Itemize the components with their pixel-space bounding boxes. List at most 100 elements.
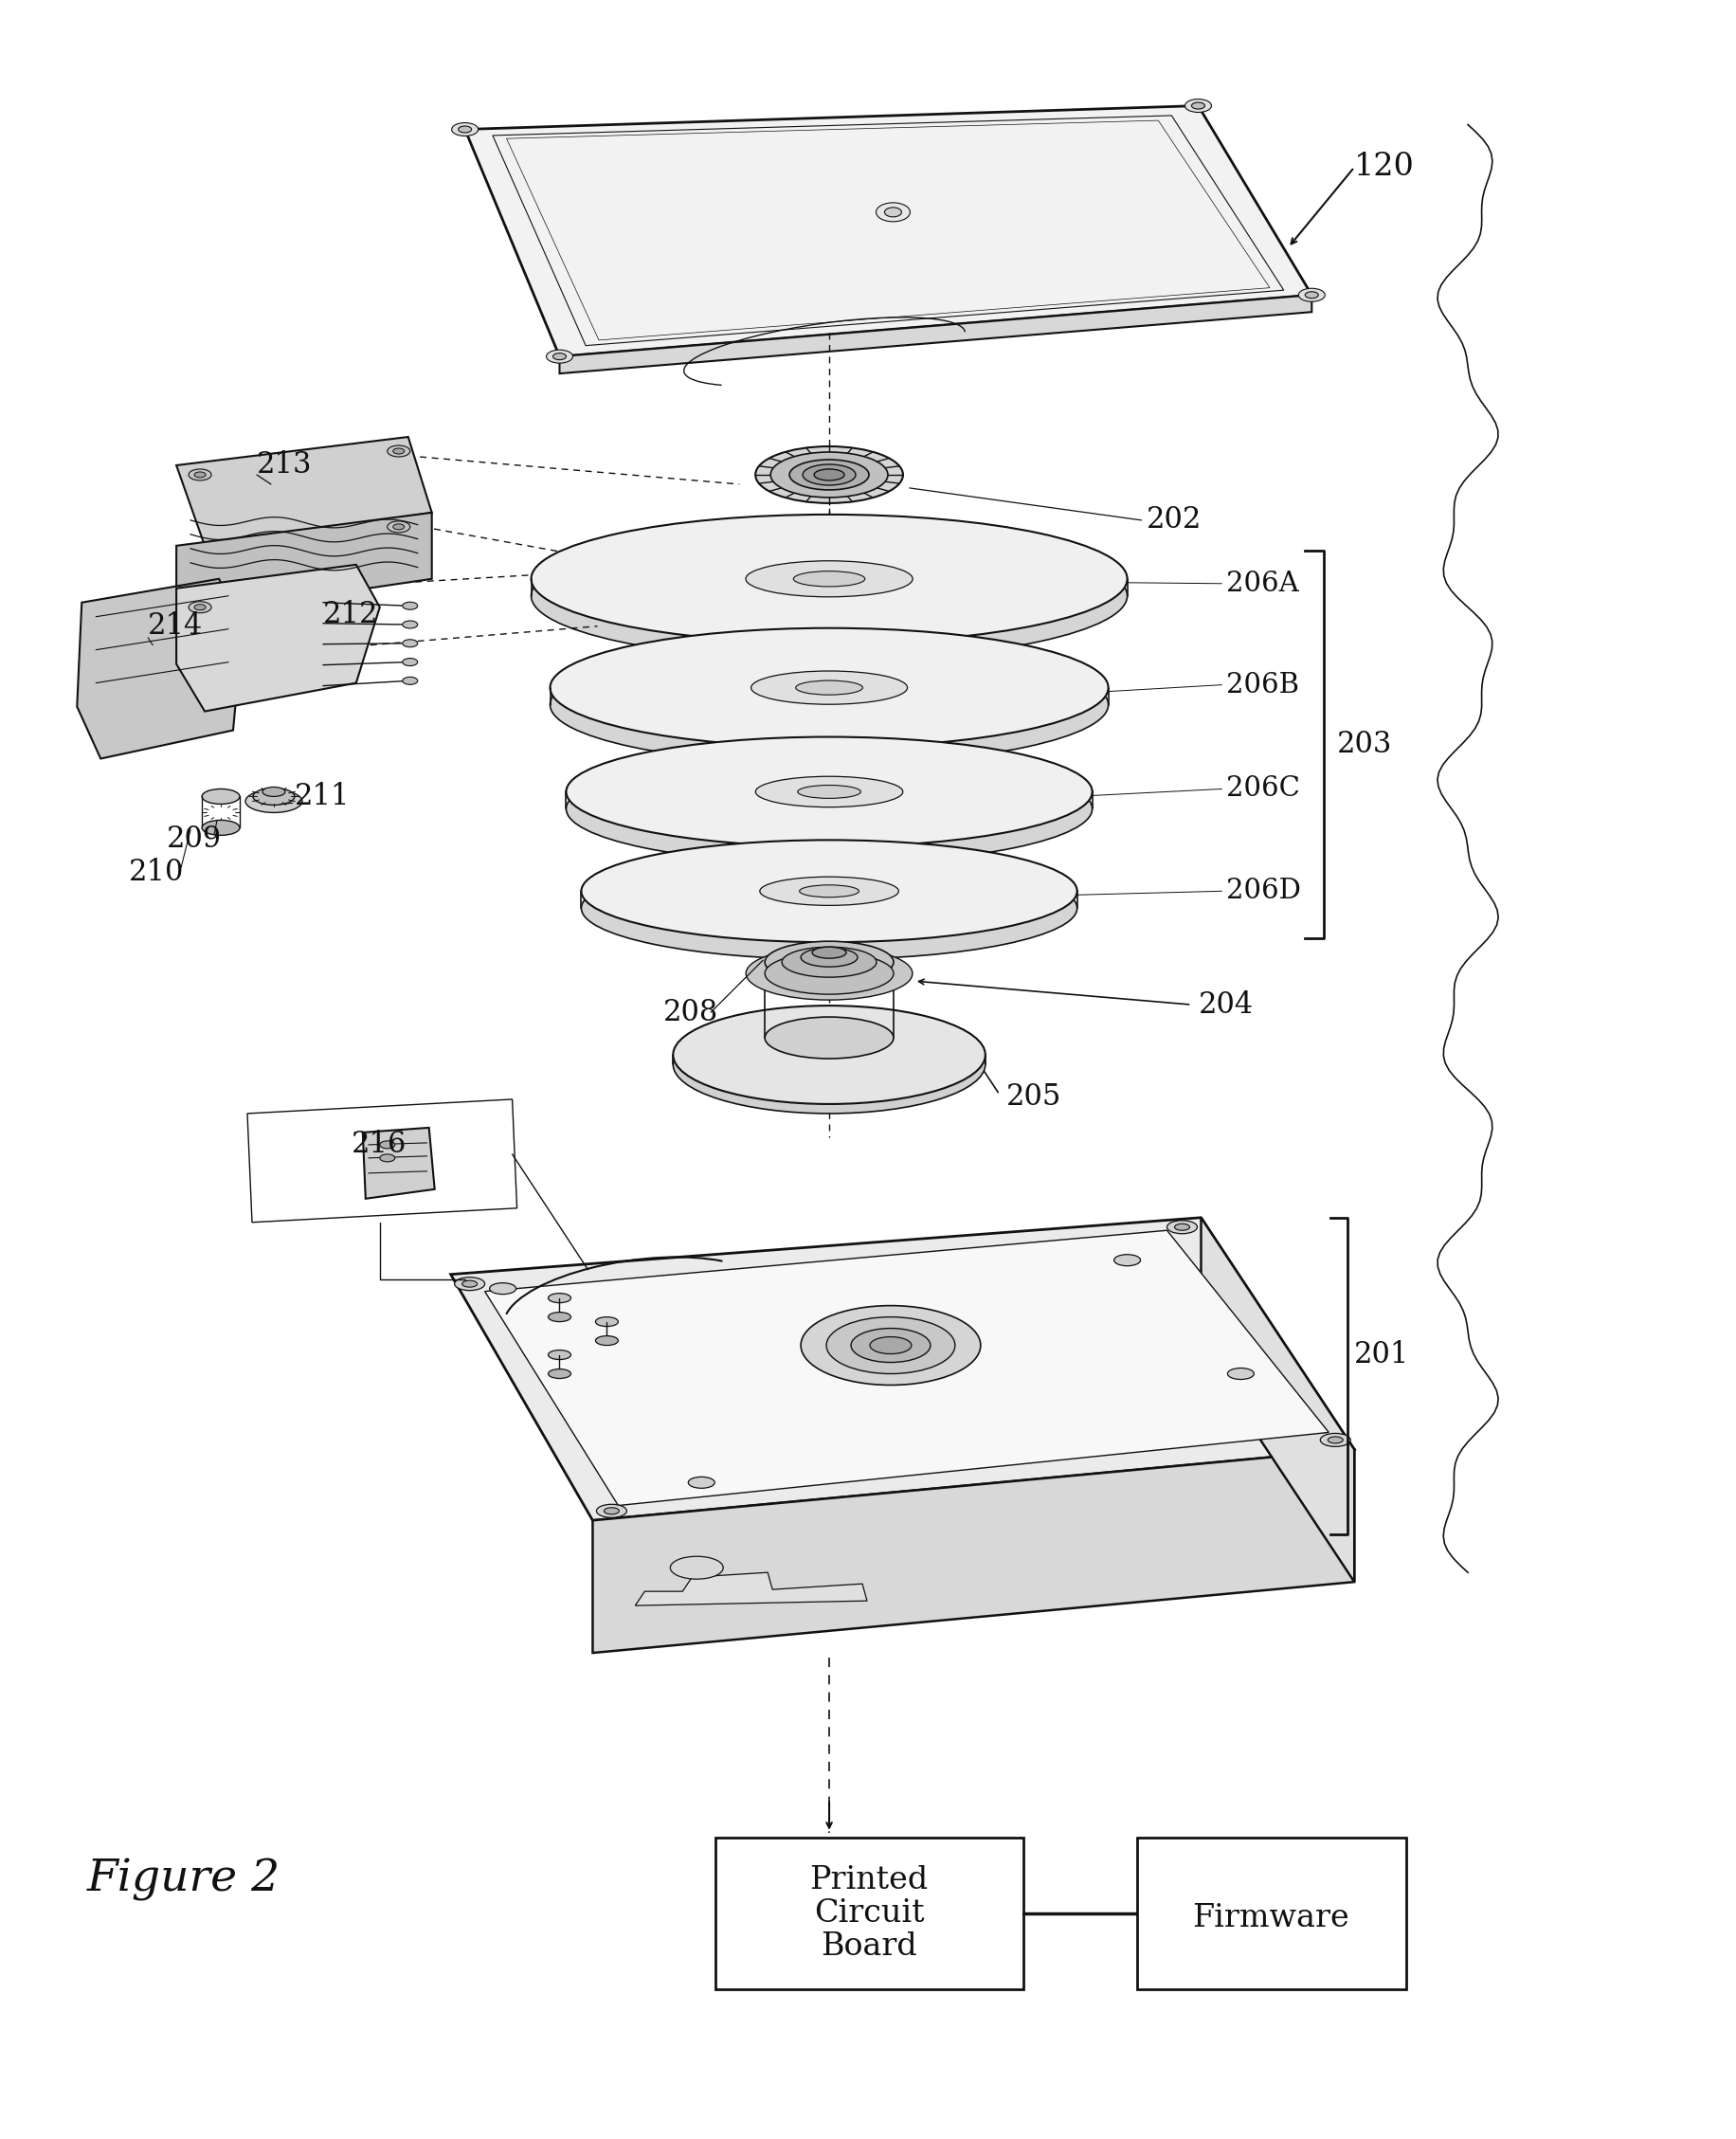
Ellipse shape bbox=[795, 680, 863, 695]
Polygon shape bbox=[559, 295, 1311, 374]
Ellipse shape bbox=[875, 203, 910, 222]
Ellipse shape bbox=[392, 524, 404, 530]
Polygon shape bbox=[177, 565, 380, 712]
Ellipse shape bbox=[550, 629, 1108, 747]
Text: 216: 216 bbox=[351, 1129, 406, 1159]
Ellipse shape bbox=[387, 445, 410, 458]
Ellipse shape bbox=[194, 605, 205, 610]
Polygon shape bbox=[1200, 1217, 1354, 1583]
Text: 203: 203 bbox=[1337, 729, 1392, 759]
Ellipse shape bbox=[451, 122, 477, 137]
Ellipse shape bbox=[674, 1016, 984, 1114]
Ellipse shape bbox=[1184, 98, 1210, 113]
Ellipse shape bbox=[802, 464, 856, 486]
Ellipse shape bbox=[549, 1311, 571, 1322]
Ellipse shape bbox=[812, 948, 845, 958]
Ellipse shape bbox=[771, 451, 887, 498]
Ellipse shape bbox=[531, 530, 1127, 661]
Text: Printed: Printed bbox=[809, 1865, 927, 1895]
Ellipse shape bbox=[750, 672, 906, 704]
Text: 214: 214 bbox=[148, 612, 203, 642]
Text: 206B: 206B bbox=[1226, 672, 1299, 697]
Text: 202: 202 bbox=[1146, 505, 1201, 535]
Polygon shape bbox=[76, 580, 243, 759]
Ellipse shape bbox=[755, 447, 903, 503]
Polygon shape bbox=[177, 436, 432, 545]
Ellipse shape bbox=[851, 1328, 930, 1363]
Ellipse shape bbox=[387, 522, 410, 533]
Ellipse shape bbox=[799, 886, 859, 896]
Ellipse shape bbox=[566, 736, 1092, 847]
Ellipse shape bbox=[764, 941, 892, 984]
Ellipse shape bbox=[549, 1369, 571, 1378]
Text: 206A: 206A bbox=[1226, 571, 1299, 597]
Ellipse shape bbox=[403, 676, 417, 684]
Polygon shape bbox=[177, 513, 432, 616]
Ellipse shape bbox=[490, 1283, 516, 1294]
Ellipse shape bbox=[403, 601, 417, 610]
Bar bbox=[1135, 1837, 1406, 1989]
Ellipse shape bbox=[403, 640, 417, 648]
Ellipse shape bbox=[392, 449, 404, 453]
Ellipse shape bbox=[262, 787, 285, 796]
Ellipse shape bbox=[549, 1350, 571, 1360]
Polygon shape bbox=[484, 1230, 1328, 1506]
Ellipse shape bbox=[403, 620, 417, 629]
Ellipse shape bbox=[1167, 1221, 1196, 1234]
Text: Firmware: Firmware bbox=[1193, 1904, 1349, 1934]
Ellipse shape bbox=[793, 571, 865, 586]
Ellipse shape bbox=[582, 841, 1076, 941]
Text: 206D: 206D bbox=[1226, 877, 1300, 905]
Text: 201: 201 bbox=[1354, 1341, 1410, 1369]
Ellipse shape bbox=[814, 468, 844, 481]
Ellipse shape bbox=[531, 515, 1127, 644]
Ellipse shape bbox=[549, 1294, 571, 1303]
Ellipse shape bbox=[759, 877, 898, 905]
Ellipse shape bbox=[189, 468, 212, 481]
Ellipse shape bbox=[245, 789, 302, 813]
Polygon shape bbox=[592, 1450, 1354, 1653]
Text: 209: 209 bbox=[167, 824, 222, 853]
Ellipse shape bbox=[595, 1504, 627, 1517]
Ellipse shape bbox=[745, 560, 911, 597]
Ellipse shape bbox=[1113, 1253, 1141, 1266]
Ellipse shape bbox=[797, 785, 861, 798]
Text: Board: Board bbox=[821, 1932, 917, 1961]
Ellipse shape bbox=[552, 353, 566, 359]
Ellipse shape bbox=[870, 1337, 911, 1354]
Ellipse shape bbox=[764, 952, 892, 995]
Text: 210: 210 bbox=[128, 858, 184, 888]
Polygon shape bbox=[451, 1217, 1354, 1521]
Ellipse shape bbox=[1319, 1433, 1351, 1446]
Polygon shape bbox=[465, 105, 1311, 357]
Ellipse shape bbox=[755, 776, 903, 806]
Text: 208: 208 bbox=[663, 997, 719, 1027]
Ellipse shape bbox=[800, 948, 858, 967]
Text: 211: 211 bbox=[295, 783, 351, 811]
Text: 205: 205 bbox=[1005, 1082, 1061, 1112]
Ellipse shape bbox=[826, 1318, 955, 1373]
Ellipse shape bbox=[462, 1281, 477, 1288]
Polygon shape bbox=[635, 1572, 866, 1606]
Ellipse shape bbox=[566, 753, 1092, 864]
Ellipse shape bbox=[595, 1318, 618, 1326]
Ellipse shape bbox=[253, 787, 295, 804]
Ellipse shape bbox=[380, 1140, 394, 1149]
Text: 212: 212 bbox=[323, 601, 378, 629]
Text: Figure 2: Figure 2 bbox=[87, 1859, 279, 1902]
Ellipse shape bbox=[582, 858, 1076, 958]
Ellipse shape bbox=[884, 207, 901, 216]
Ellipse shape bbox=[201, 789, 240, 804]
Ellipse shape bbox=[189, 601, 212, 614]
Polygon shape bbox=[363, 1127, 434, 1198]
Text: 204: 204 bbox=[1198, 990, 1253, 1020]
Ellipse shape bbox=[687, 1476, 713, 1489]
Ellipse shape bbox=[800, 1305, 981, 1386]
Ellipse shape bbox=[550, 646, 1108, 764]
Text: 213: 213 bbox=[257, 451, 312, 479]
Ellipse shape bbox=[1326, 1437, 1342, 1444]
Ellipse shape bbox=[380, 1155, 394, 1161]
Text: Circuit: Circuit bbox=[812, 1897, 924, 1927]
Ellipse shape bbox=[745, 948, 911, 999]
Ellipse shape bbox=[1299, 289, 1325, 302]
